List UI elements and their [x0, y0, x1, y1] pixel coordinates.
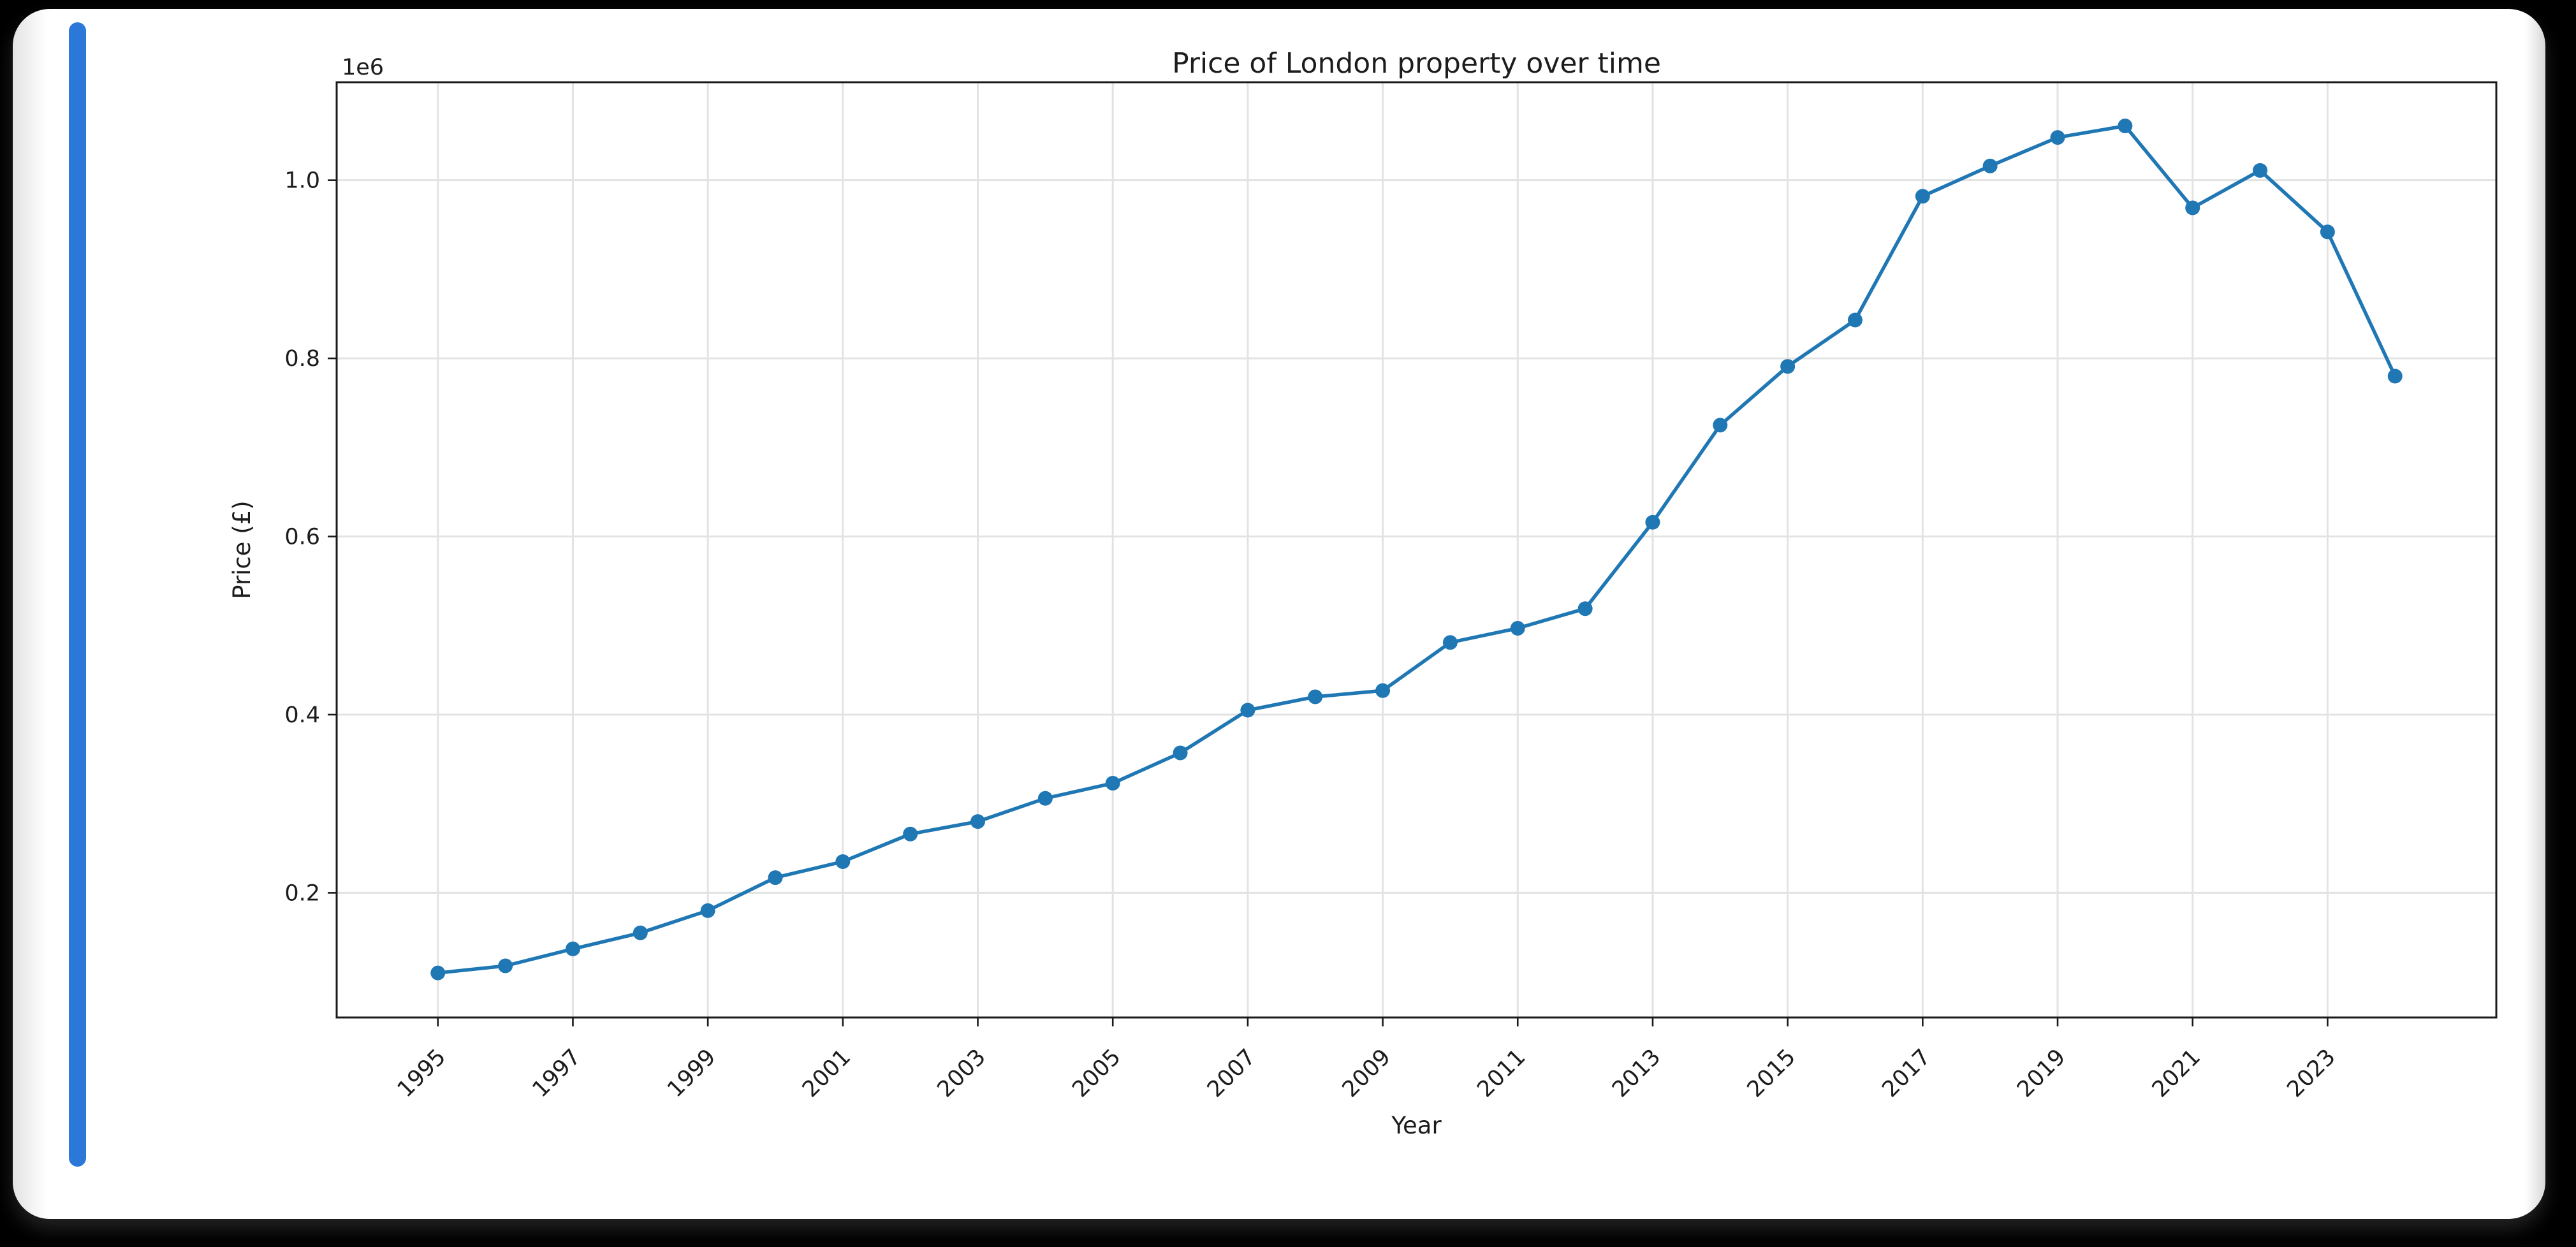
- data-point: [768, 870, 783, 886]
- data-point: [498, 958, 513, 974]
- x-tick-label: 1999: [662, 1044, 721, 1102]
- x-tick-label: 1997: [528, 1044, 586, 1102]
- x-tick-label: 2011: [1472, 1044, 1530, 1102]
- data-point: [1308, 689, 1323, 704]
- data-point: [1847, 312, 1862, 328]
- data-markers: [430, 118, 2403, 981]
- x-tick-label: 1995: [393, 1044, 451, 1102]
- data-point: [2118, 118, 2133, 133]
- x-tick-labels: 1995 1997 1999 2001 2003 2005 2007 2009 2011 2013…: [393, 1044, 2341, 1102]
- data-point: [835, 854, 851, 869]
- x-tick-label: 2005: [1067, 1044, 1125, 1102]
- data-point: [903, 826, 918, 842]
- data-point: [2185, 200, 2200, 215]
- data-point: [1037, 791, 1053, 806]
- gridlines: [337, 82, 2496, 1017]
- data-point: [2320, 224, 2335, 240]
- tick-marks: [328, 179, 2329, 1026]
- data-point: [1240, 703, 1255, 718]
- x-tick-label: 2023: [2282, 1044, 2340, 1102]
- data-point: [2253, 163, 2268, 178]
- x-tick-label: 2015: [1743, 1044, 1801, 1102]
- chart-title: Price of London property over time: [1172, 47, 1661, 80]
- y-tick-labels: 0.2 0.4 0.6 0.8 1.0: [284, 168, 320, 907]
- data-point: [1713, 418, 1728, 433]
- data-point: [1577, 601, 1593, 616]
- y-tick-label: 0.8: [284, 346, 320, 372]
- x-tick-label: 2017: [1877, 1044, 1935, 1102]
- x-tick-label: 2019: [2012, 1044, 2070, 1102]
- data-point: [1780, 359, 1796, 374]
- y-axis-label: Price (£): [228, 500, 256, 599]
- page-card: 0.2 0.4 0.6 0.8 1.0 1995 1997 1999 2001 2003 2005 2…: [13, 9, 2545, 1219]
- data-point: [430, 965, 446, 981]
- vertical-accent-bar: [69, 22, 86, 1167]
- y-axis-offset-label: 1e6: [342, 55, 384, 80]
- y-tick-label: 1.0: [284, 168, 320, 194]
- data-line: [437, 124, 2397, 975]
- y-tick-label: 0.6: [284, 525, 320, 550]
- data-point: [1645, 514, 1660, 530]
- y-tick-label: 0.2: [284, 880, 320, 906]
- data-point: [1105, 776, 1120, 791]
- data-point: [2387, 368, 2403, 384]
- data-point: [2050, 130, 2065, 145]
- data-point: [1915, 189, 1930, 204]
- data-point: [1982, 158, 1998, 173]
- x-tick-label: 2007: [1203, 1044, 1261, 1102]
- data-point: [1375, 683, 1391, 698]
- data-point: [633, 925, 648, 940]
- x-tick-label: 2009: [1338, 1044, 1396, 1102]
- data-point: [1173, 745, 1188, 761]
- y-tick-label: 0.4: [284, 703, 320, 728]
- price-line-chart: 0.2 0.4 0.6 0.8 1.0 1995 1997 1999 2001 2003 2005 2…: [228, 47, 2498, 1139]
- data-point: [1510, 620, 1525, 636]
- x-tick-label: 2021: [2148, 1044, 2206, 1102]
- data-point: [970, 814, 986, 829]
- x-axis-label: Year: [1391, 1112, 1442, 1139]
- axes-frame: [335, 81, 2498, 1019]
- data-point: [565, 941, 580, 956]
- data-point: [1442, 635, 1458, 650]
- x-tick-label: 2013: [1607, 1044, 1665, 1102]
- x-tick-label: 2001: [798, 1044, 856, 1102]
- data-point: [700, 903, 715, 918]
- x-tick-label: 2003: [933, 1044, 991, 1102]
